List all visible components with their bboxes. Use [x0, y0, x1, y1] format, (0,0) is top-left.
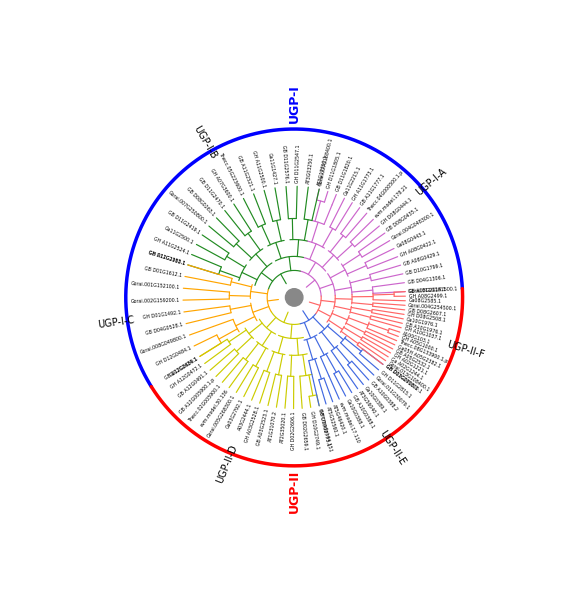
Text: GH D08G2508.1: GH D08G2508.1 — [407, 313, 446, 323]
Text: GH D12G0484.1: GH D12G0484.1 — [156, 345, 192, 367]
Text: Thecc.04G000500.1.p: Thecc.04G000500.1.p — [367, 170, 405, 212]
Text: A03G2444.1: A03G2444.1 — [237, 402, 253, 431]
Text: GB A03G2523.1: GB A03G2523.1 — [256, 408, 270, 446]
Text: GB D01G1612.1: GB D01G1612.1 — [144, 266, 183, 278]
Text: GH A10G1037.1: GH A10G1037.1 — [404, 326, 441, 341]
Text: UGP-I-A: UGP-I-A — [414, 166, 449, 197]
Text: Ga11G1427.1: Ga11G1427.1 — [266, 152, 277, 185]
Text: GB D11G1820.1: GB D11G1820.1 — [335, 155, 354, 193]
Text: UGP-I-C: UGP-I-C — [98, 315, 135, 330]
Text: Ga11G2215.1: Ga11G2215.1 — [344, 165, 363, 197]
Text: Ga05H A05G2382.1: Ga05H A05G2382.1 — [397, 344, 441, 368]
Text: GB D08G2607.1: GB D08G2607.1 — [408, 308, 446, 317]
Text: GH D03G0708.1: GH D03G0708.1 — [384, 364, 418, 392]
Text: AT3G17310.1: AT3G17310.1 — [317, 154, 329, 187]
Text: GH A08G2499.1: GH A08G2499.1 — [409, 293, 447, 299]
Text: UGP-II: UGP-II — [288, 470, 301, 513]
Text: GB D10G1799.1: GB D10G1799.1 — [405, 263, 444, 275]
Text: Gorai.011G30079.1: Gorai.011G30079.1 — [374, 376, 411, 412]
Text: GH D11G2815.1: GH D11G2815.1 — [379, 370, 412, 399]
Text: GH A07G3600.1: GH A07G3600.1 — [210, 168, 234, 203]
Text: GH D02G2606.1: GH D02G2606.1 — [291, 412, 296, 451]
Circle shape — [285, 289, 303, 306]
Text: Ga03G2792.1: Ga03G2792.1 — [226, 398, 245, 430]
Text: Ga11G2500.1: Ga11G2500.1 — [164, 225, 195, 245]
Text: GB D11G2576.1: GB D11G2576.1 — [281, 145, 288, 184]
Text: GH A12G0472.1: GH A12G0472.1 — [170, 364, 204, 390]
Text: GB A11G1777.1: GB A11G1777.1 — [359, 173, 386, 206]
Text: Gorai.007G250800.1: Gorai.007G250800.1 — [167, 190, 208, 226]
Text: GB D11G2470.1: GB D11G2470.1 — [197, 176, 225, 209]
Text: evm.model.30.136: evm.model.30.136 — [199, 389, 229, 428]
Text: Gorai.004G048300.1: Gorai.004G048300.1 — [391, 212, 436, 241]
Text: GB A12G0491.1: GB A12G0491.1 — [177, 370, 210, 399]
Text: Gorai.004G254500.1: Gorai.004G254500.1 — [408, 303, 457, 311]
Text: GH D11G2547.1: GH D11G2547.1 — [294, 145, 301, 183]
Text: GB D12G1985.1: GB D12G1985.1 — [148, 250, 185, 266]
Text: evm.model.17.110: evm.model.17.110 — [338, 401, 361, 444]
Text: GB A05G2532.1: GB A05G2532.1 — [394, 348, 430, 370]
Text: Gorai.013G108400.1: Gorai.013G108400.1 — [387, 361, 430, 392]
Text: GB A08G2614.1: GB A08G2614.1 — [408, 287, 447, 294]
Text: AT3G56040.1: AT3G56040.1 — [358, 390, 380, 419]
Text: Ga08G2585.1: Ga08G2585.1 — [409, 298, 441, 304]
Text: GH D10G2749.1: GH D10G2749.1 — [309, 410, 319, 449]
Text: GH A05G1000.1: GH A05G1000.1 — [401, 335, 438, 353]
Text: GB D04G1306.1: GB D04G1306.1 — [407, 275, 445, 285]
Text: GB A11G2521.1: GB A11G2521.1 — [236, 155, 255, 192]
Text: GB D12G0489.1: GB D12G0489.1 — [164, 356, 199, 380]
Text: GH A02G1221.1: GH A02G1221.1 — [392, 352, 428, 376]
Text: Ga10G1976.1: Ga10G1976.1 — [406, 317, 439, 328]
Text: GH D11G1805.1: GH D11G1805.1 — [327, 151, 343, 189]
Text: GB A10G0388.2: GB A10G0388.2 — [369, 380, 398, 412]
Text: GB A08G0429.1: GB A08G0429.1 — [403, 251, 441, 266]
Text: A100G103.1: A100G103.1 — [402, 331, 432, 344]
Text: GH D08G0444.1: GH D08G0444.1 — [380, 197, 413, 226]
Text: Ga10G0388.1: Ga10G0388.1 — [345, 398, 364, 429]
Text: evm.model.64.151: evm.model.64.151 — [317, 409, 332, 453]
Text: UGP-I-B: UGP-I-B — [191, 124, 218, 160]
Text: UGP-I: UGP-I — [288, 84, 301, 123]
Text: Gorai.001G152100.1: Gorai.001G152100.1 — [131, 281, 180, 290]
Text: Thecc.05G223600.1: Thecc.05G223600.1 — [218, 152, 244, 197]
Text: AT3G03250.1: AT3G03250.1 — [306, 152, 315, 184]
Text: Gorai.005G268300.1: Gorai.005G268300.1 — [207, 394, 236, 439]
Text: GB D02G2659.1: GB D02G2659.1 — [300, 412, 308, 450]
Text: GB D04G0528.1: GB D04G0528.1 — [145, 322, 184, 336]
Text: GB D10G2773.1: GB D10G2773.1 — [317, 409, 331, 446]
Text: GH A11G2352.1: GH A11G2352.1 — [148, 250, 185, 266]
Text: evm.model.178.21: evm.model.178.21 — [374, 184, 409, 219]
Text: Gorai.011G181500.1: Gorai.011G181500.1 — [408, 286, 458, 294]
Text: AT2G35020.1: AT2G35020.1 — [280, 411, 287, 443]
Text: Gorai.002G159200.1: Gorai.002G159200.1 — [130, 298, 180, 304]
Text: Gorai.007G188400.1: Gorai.007G188400.1 — [317, 137, 333, 187]
Text: Gorai.008G049800.1: Gorai.008G049800.1 — [139, 334, 187, 355]
Text: GB A12G005900.1.p: GB A12G005900.1.p — [178, 377, 215, 415]
Text: GH A11G2524.1: GH A11G2524.1 — [153, 236, 189, 256]
Text: GB D11G291300.1: GB D11G291300.1 — [384, 364, 422, 395]
Text: UGP-II-F: UGP-II-F — [446, 340, 486, 361]
Text: GH A03G2528.1: GH A03G2528.1 — [245, 406, 261, 443]
Text: GH D01G1492.1: GH D01G1492.1 — [142, 310, 181, 320]
Text: GH A11G1773.1: GH A11G1773.1 — [352, 166, 376, 201]
Text: AT1G31070.2: AT1G31070.2 — [269, 410, 278, 442]
Text: GB A10G1976.1: GB A10G1976.1 — [405, 322, 443, 335]
Text: Ga A02G1244.1: Ga A02G1244.1 — [390, 356, 424, 380]
Text: UGP-II-D: UGP-II-D — [215, 443, 239, 485]
Text: AT5G46420.1: AT5G46420.1 — [331, 404, 347, 436]
Text: UGP-II-E: UGP-II-E — [377, 429, 407, 467]
Text: Ga10G0389.1: Ga10G0389.1 — [363, 385, 387, 414]
Text: Thecc.08G133900.1.p: Thecc.08G133900.1.p — [398, 340, 449, 365]
Text: Ga12G2624.1: Ga12G2624.1 — [168, 356, 199, 377]
Text: Thecc.02G005900.1: Thecc.02G005900.1 — [188, 383, 222, 423]
Text: GB D11G2419.1: GB D11G2419.1 — [166, 209, 201, 235]
Text: AT5G52560.1: AT5G52560.1 — [324, 406, 339, 438]
Text: GH A11G2500.1: GH A11G2500.1 — [251, 150, 266, 188]
Text: GH A08G0422.1: GH A08G0422.1 — [400, 239, 437, 258]
Text: Ga08G0443.1: Ga08G0443.1 — [396, 230, 428, 250]
Text: GB A10G0388.1: GB A10G0388.1 — [351, 394, 375, 429]
Text: GB D08G0263.1: GB D08G0263.1 — [186, 187, 216, 217]
Text: GB D08G0435.1: GB D08G0435.1 — [386, 207, 420, 233]
